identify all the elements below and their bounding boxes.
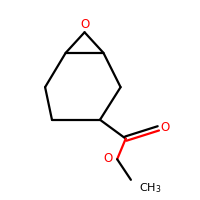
Text: O: O (103, 152, 112, 165)
Text: CH$_3$: CH$_3$ (139, 182, 162, 195)
Text: O: O (161, 121, 170, 134)
Text: O: O (80, 18, 89, 31)
